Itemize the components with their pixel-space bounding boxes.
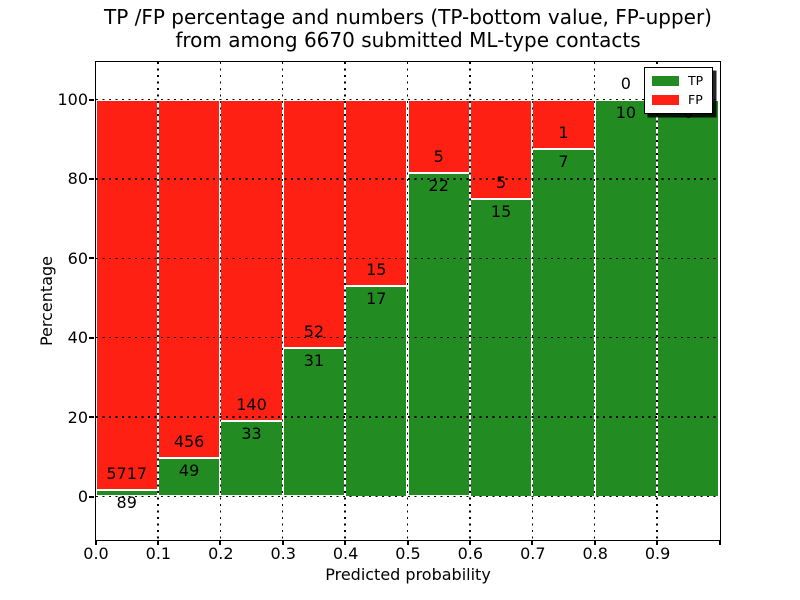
bar-count-label-fp: 0 — [620, 73, 631, 93]
gridline-vertical — [656, 61, 658, 540]
bar-segment-fp — [532, 99, 595, 150]
x-tick — [468, 539, 471, 545]
x-tick-label: 0.1 — [145, 544, 172, 563]
y-tick-label: 0 — [77, 487, 88, 506]
x-tick — [718, 539, 721, 545]
bar-count-label-tp: 89 — [116, 493, 137, 513]
bar-count-label-tp: 22 — [428, 176, 449, 196]
gridline-horizontal — [95, 98, 720, 101]
bar-segment-tp — [469, 198, 533, 497]
y-tick — [89, 257, 94, 260]
legend-swatch — [652, 95, 679, 105]
x-tick-label: 0.6 — [457, 544, 484, 563]
bar-segment-tp — [532, 149, 595, 497]
x-tick — [656, 539, 659, 545]
x-tick-label: 0.4 — [332, 544, 359, 563]
y-tick — [89, 98, 94, 101]
y-tick — [89, 177, 94, 180]
bar-count-label-fp: 140 — [236, 394, 267, 414]
bar-segment-tp — [345, 285, 408, 497]
bar-segment-fp — [157, 99, 221, 458]
x-tick — [219, 539, 222, 545]
gridline-vertical — [531, 61, 534, 540]
x-axis-label: Predicted probability — [325, 565, 491, 584]
plot-area: 5717894564914033523115175225151701006 — [89, 60, 721, 545]
bar-count-label-fp: 5 — [433, 147, 444, 167]
legend-item-label: TP — [688, 73, 704, 88]
legend-swatch — [652, 76, 679, 86]
bar-segment-tp — [594, 99, 658, 497]
y-tick-label: 100 — [57, 90, 88, 109]
gridline-vertical — [469, 61, 471, 540]
bar-count-label-tp: 31 — [303, 351, 325, 371]
x-tick — [281, 539, 284, 545]
x-tick-label: 0.3 — [270, 544, 296, 563]
x-tick — [344, 539, 347, 545]
bar-count-label-fp: 52 — [303, 322, 325, 342]
y-tick-label: 20 — [67, 407, 88, 427]
gridline-vertical — [281, 61, 284, 540]
chart-title-line1: TP /FP percentage and numbers (TP-bottom… — [104, 5, 712, 29]
bar-segment-tp — [657, 99, 720, 497]
legend-item: TP — [652, 74, 703, 88]
bar-count-label-fp: 5717 — [106, 464, 148, 484]
x-tick-label: 0.2 — [208, 544, 234, 563]
chart-title-line2: from among 6670 submitted ML-type contac… — [175, 28, 641, 52]
gridline-vertical — [219, 61, 222, 540]
bar-segment-fp — [282, 99, 346, 349]
gridline-vertical — [593, 61, 596, 540]
bar-count-label-tp: 15 — [490, 201, 512, 221]
legend-item: FP — [652, 93, 703, 107]
x-tick — [406, 539, 409, 545]
gridline-vertical — [157, 61, 159, 540]
y-tick-label: 40 — [67, 328, 88, 348]
bar-count-label-tp: 49 — [178, 460, 200, 480]
x-tick-label: 0.7 — [520, 544, 546, 563]
x-tick — [593, 539, 596, 545]
bar-count-label-tp: 7 — [558, 152, 569, 172]
y-tick — [89, 416, 94, 419]
gridline-horizontal — [95, 336, 720, 339]
x-tick-label: 0.0 — [83, 544, 109, 563]
x-tick-label: 0.5 — [395, 544, 421, 563]
x-tick — [531, 539, 534, 545]
y-tick — [89, 495, 94, 498]
x-tick — [156, 539, 159, 545]
x-tick-label: 0.9 — [644, 544, 671, 563]
bar-count-label-fp: 456 — [173, 431, 205, 451]
y-tick — [89, 336, 94, 339]
y-axis-label: Percentage — [37, 255, 56, 347]
legend: TP FP — [644, 67, 714, 114]
chart-title: TP /FP percentage and numbers (TP-bottom… — [96, 6, 720, 52]
gridline-horizontal — [95, 495, 720, 498]
x-tick-label: 0.8 — [582, 544, 608, 563]
gridline-horizontal — [95, 178, 720, 180]
gridline-vertical — [406, 61, 409, 540]
bar-segment-fp — [95, 99, 158, 491]
bar-count-label-tp: 33 — [241, 423, 262, 443]
gridline-horizontal — [95, 416, 720, 418]
bar-count-label-tp: 10 — [615, 102, 637, 122]
x-tick — [94, 539, 97, 545]
bar-count-label-fp: 1 — [558, 123, 569, 143]
gridline-vertical — [344, 61, 346, 540]
bar-segment-fp — [220, 99, 283, 421]
bar-count-label-tp: 17 — [366, 288, 387, 308]
legend-item-label: FP — [688, 92, 703, 107]
y-tick-label: 60 — [67, 248, 88, 268]
bar-count-label-fp: 5 — [496, 172, 507, 192]
bar-segment-fp — [469, 99, 533, 199]
bar-segment-tp — [407, 173, 470, 497]
bar-count-label-fp: 15 — [366, 259, 387, 279]
gridline-horizontal — [95, 257, 720, 260]
y-tick-label: 80 — [67, 169, 88, 189]
